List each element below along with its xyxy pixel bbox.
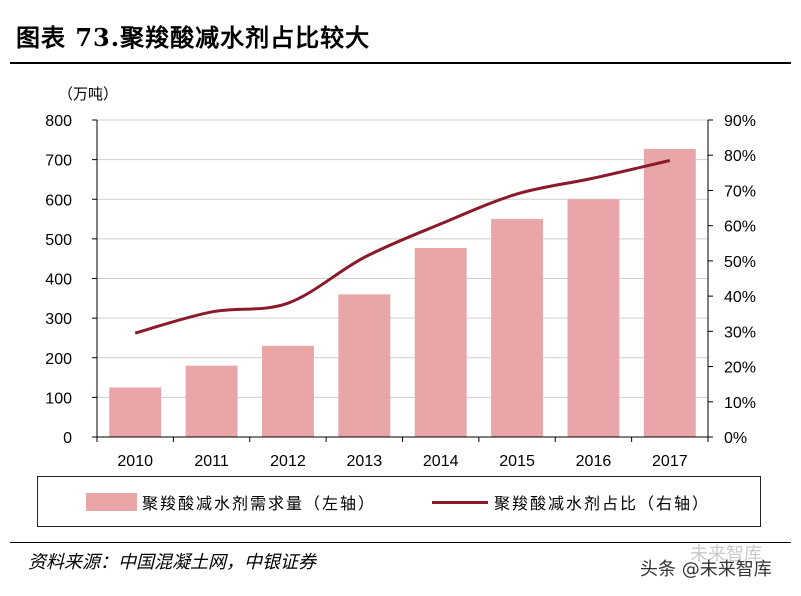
bar xyxy=(567,199,620,437)
legend-line-swatch xyxy=(432,501,488,504)
left-tick-label: 800 xyxy=(45,113,72,130)
source-divider xyxy=(10,542,791,543)
left-tick-label: 500 xyxy=(45,232,72,249)
bar xyxy=(491,219,544,437)
right-tick-label: 40% xyxy=(724,289,756,306)
left-tick-label: 200 xyxy=(45,351,72,368)
chart-title: 图表 73.聚羧酸减水剂占比较大 xyxy=(16,23,371,52)
x-tick-label: 2017 xyxy=(652,453,688,470)
bar xyxy=(261,345,314,437)
chart-canvas: 2010 2011 2012 2013 2014 2015 2016 2017 0 100 200… xyxy=(45,113,756,470)
right-tick-label: 20% xyxy=(724,360,756,377)
x-tick-label: 2010 xyxy=(117,453,153,470)
right-tick-label: 30% xyxy=(724,324,756,341)
legend-bar-swatch xyxy=(86,493,137,511)
x-tick-label: 2013 xyxy=(347,453,383,470)
x-tick-label: 2011 xyxy=(194,453,229,470)
left-tick-label: 300 xyxy=(45,311,72,328)
source-note: 资料来源：中国混凝土网，中银证券 xyxy=(28,552,316,573)
left-tick-label: 400 xyxy=(45,272,72,289)
title-divider xyxy=(10,62,791,64)
right-tick-label: 10% xyxy=(724,395,756,412)
legend-line-label: 聚羧酸减水剂占比（右轴） xyxy=(494,494,711,513)
right-tick-label: 90% xyxy=(724,113,756,130)
x-tick-label: 2016 xyxy=(576,453,612,470)
right-tick-label: 0% xyxy=(724,430,747,447)
right-tick-label: 70% xyxy=(724,183,756,200)
legend: 聚羧酸减水剂需求量（左轴） 聚羧酸减水剂占比（右轴） xyxy=(37,476,761,527)
bar xyxy=(109,387,162,437)
left-tick-label: 700 xyxy=(45,153,72,170)
left-tick-label: 600 xyxy=(45,192,72,209)
left-tick-label: 0 xyxy=(63,430,72,447)
right-tick-label: 50% xyxy=(724,254,756,271)
bar xyxy=(338,294,391,437)
legend-bar-label: 聚羧酸减水剂需求量（左轴） xyxy=(142,494,377,513)
bar xyxy=(643,148,696,437)
watermark-brand: 未来智库 xyxy=(690,544,762,565)
x-tick-label: 2012 xyxy=(270,453,306,470)
x-tick-label: 2015 xyxy=(499,453,535,470)
left-tick-label: 100 xyxy=(45,390,72,407)
x-tick-label: 2014 xyxy=(423,453,459,470)
bar xyxy=(414,247,467,437)
share-line-series xyxy=(134,159,671,335)
bar xyxy=(185,365,238,437)
right-tick-label: 80% xyxy=(724,148,756,165)
watermark: 头条 @未来智库 xyxy=(640,559,772,580)
left-axis-unit: （万吨） xyxy=(58,85,119,103)
right-tick-label: 60% xyxy=(724,219,756,236)
